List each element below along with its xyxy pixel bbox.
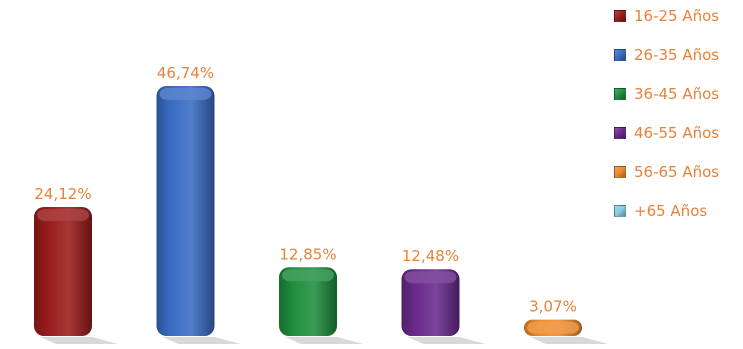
bar [401,269,460,336]
bar-shadow [407,337,486,344]
legend-label: 36-45 Años [634,85,720,103]
legend-item: +65 Años [614,201,742,221]
legend-item: 26-35 Años [614,45,742,65]
data-label: 46,74% [157,64,214,82]
legend-swatch [614,49,626,61]
data-label: 24,12% [34,185,91,203]
legend-label: 26-35 Años [634,46,720,64]
bar [279,267,337,336]
bar-shadow [285,337,363,344]
bar-top [404,271,457,284]
bar-shadow [40,337,118,344]
bar-shadow [162,337,241,344]
legend-label: 56-65 Años [634,163,720,181]
bar-top [527,321,579,334]
bar-chart: 24,12%46,74%12,85%12,48%3,07%0,74% [34,64,608,344]
legend-swatch [614,205,626,217]
data-label: 3,07% [529,298,577,316]
bar [156,85,215,336]
legend-item: 16-25 Años [614,6,742,26]
bar [34,206,92,336]
data-label: 12,85% [279,245,336,263]
legend-swatch [614,10,626,22]
legend-item: 46-55 Años [614,123,742,143]
legend-swatch [614,127,626,139]
bar-top [159,87,212,100]
bar-shadow [530,337,608,344]
data-labels-group: 24,12%46,74%12,85%12,48%3,07%0,74% [34,64,577,316]
legend-item: 56-65 Años [614,162,742,182]
legend: 16-25 Años 26-35 Años 36-45 Años 46-55 A… [614,6,742,240]
data-label: 12,48% [402,247,459,265]
legend-label: +65 Años [634,202,708,220]
bar-top [282,269,334,282]
legend-swatch [614,88,626,100]
bar-top [37,208,89,221]
legend-item: 36-45 Años [614,84,742,104]
legend-label: 16-25 Años [634,7,720,25]
bars-group [34,85,608,344]
legend-label: 46-55 Años [634,124,720,142]
legend-swatch [614,166,626,178]
